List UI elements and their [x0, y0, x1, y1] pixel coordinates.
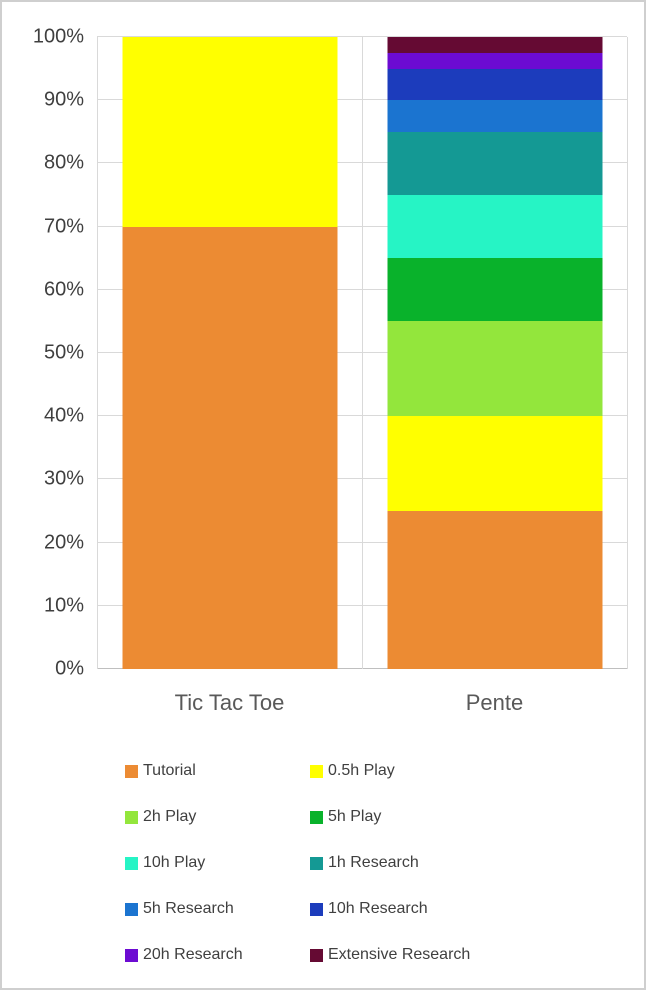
bars	[97, 37, 627, 669]
y-axis-tick-label: 90%	[43, 88, 84, 111]
legend-swatch	[125, 810, 138, 824]
legend-item: 2h Play	[125, 808, 310, 826]
legend-item: Extensive Research	[310, 946, 470, 964]
legend-item: 20h Research	[125, 946, 310, 964]
gridline	[97, 36, 627, 37]
category-label: Tic Tac Toe	[174, 690, 285, 715]
legend-swatch	[310, 764, 323, 778]
bar-segment	[387, 321, 602, 417]
legend-item: 10h Research	[310, 900, 470, 918]
category-label: Pente	[465, 690, 524, 715]
legend-item: Tutorial	[125, 762, 310, 780]
legend-swatch	[125, 902, 138, 916]
category-separator-line	[627, 37, 628, 669]
y-axis-tick-label: 0%	[55, 657, 84, 680]
legend-item: 0.5h Play	[310, 762, 470, 780]
bar-segment	[122, 37, 337, 227]
y-axis-tick-label: 70%	[43, 215, 84, 238]
stacked-bar-tic-tac-toe	[122, 37, 337, 669]
bar-segment	[387, 68, 602, 101]
legend-label: 5h Research	[143, 900, 234, 917]
legend-swatch	[125, 856, 138, 870]
legend-label: Extensive Research	[328, 946, 471, 963]
y-axis-tick-label: 50%	[43, 341, 84, 364]
legend-label: 10h Research	[328, 900, 428, 917]
legend-swatch	[125, 948, 138, 962]
bar-segment	[122, 226, 337, 669]
stacked-bar-pente	[387, 37, 602, 669]
legend-swatch	[310, 810, 323, 824]
legend-label: 2h Play	[143, 808, 197, 825]
legend-swatch	[310, 856, 323, 870]
legend-swatch	[310, 902, 323, 916]
bar-slot	[362, 37, 627, 669]
plot-area	[97, 36, 628, 669]
y-axis-tick-label: 100%	[32, 25, 84, 48]
legend-label: 10h Play	[143, 854, 206, 871]
bar-segment	[387, 195, 602, 259]
bar-segment	[387, 52, 602, 69]
legend-label: 20h Research	[143, 946, 243, 963]
category-separator-line	[97, 37, 98, 669]
x-axis-labels: Tic Tac Toe Pente	[97, 690, 627, 716]
bar-segment	[387, 258, 602, 322]
y-axis-tick-label: 80%	[43, 151, 84, 174]
bar-segment	[387, 37, 602, 53]
y-axis-tick-label: 30%	[43, 467, 84, 490]
legend-label: 0.5h Play	[328, 762, 395, 779]
y-axis-tick-label: 40%	[43, 404, 84, 427]
legend-label: Tutorial	[143, 762, 196, 779]
bar-segment	[387, 416, 602, 511]
y-axis: 0% 10% 20% 30% 40% 50% 60% 70% 80% 90% 100%	[2, 26, 90, 680]
y-axis-tick-label: 60%	[43, 278, 84, 301]
legend-item: 10h Play	[125, 854, 310, 872]
bar-segment	[387, 100, 602, 132]
bar-segment	[387, 131, 602, 196]
y-axis-tick-label: 10%	[43, 594, 84, 617]
legend-item: 5h Research	[125, 900, 310, 918]
bar-slot	[97, 37, 362, 669]
y-axis-tick-label: 20%	[43, 531, 84, 554]
legend-label: 1h Research	[328, 854, 419, 871]
category-separator-line	[362, 37, 363, 669]
legend-item: 1h Research	[310, 854, 470, 872]
bar-segment	[387, 511, 602, 669]
legend-swatch	[125, 764, 138, 778]
legend-swatch	[310, 948, 323, 962]
legend: Tutorial 0.5h Play 2h Play 5h Play 10h Play 1…	[125, 748, 470, 978]
legend-label: 5h Play	[328, 808, 382, 825]
legend-item: 5h Play	[310, 808, 470, 826]
